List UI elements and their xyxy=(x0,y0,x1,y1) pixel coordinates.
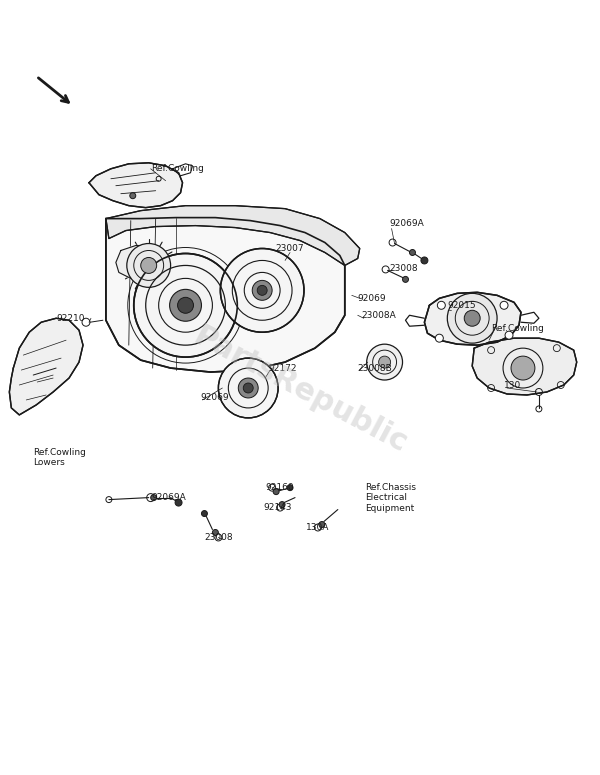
Circle shape xyxy=(511,356,535,380)
Circle shape xyxy=(279,501,285,508)
Circle shape xyxy=(379,356,391,368)
Circle shape xyxy=(127,243,170,288)
Text: 92069: 92069 xyxy=(358,294,386,303)
Polygon shape xyxy=(89,163,182,208)
Circle shape xyxy=(151,494,157,501)
Circle shape xyxy=(409,250,415,256)
Text: 92015: 92015 xyxy=(448,301,476,310)
Text: 23008: 23008 xyxy=(204,533,233,542)
Circle shape xyxy=(141,257,157,274)
Text: 23007: 23007 xyxy=(276,244,304,253)
Text: 92172: 92172 xyxy=(268,363,296,373)
Polygon shape xyxy=(472,338,577,395)
Text: Ref.Cowling
Lowers: Ref.Cowling Lowers xyxy=(33,448,86,467)
Circle shape xyxy=(170,289,202,322)
Text: 92069: 92069 xyxy=(200,394,229,402)
Text: 92210: 92210 xyxy=(56,314,85,322)
Circle shape xyxy=(367,344,403,380)
Polygon shape xyxy=(424,292,521,345)
Circle shape xyxy=(202,511,208,516)
Text: 130: 130 xyxy=(504,381,521,390)
Circle shape xyxy=(243,383,253,393)
Circle shape xyxy=(403,277,409,282)
Circle shape xyxy=(218,358,278,418)
Circle shape xyxy=(212,529,218,536)
Polygon shape xyxy=(106,205,360,266)
Circle shape xyxy=(257,285,267,295)
Text: 23008: 23008 xyxy=(389,264,418,273)
Circle shape xyxy=(220,249,304,332)
Text: PartsRepublic: PartsRepublic xyxy=(188,322,412,459)
Circle shape xyxy=(500,301,508,309)
Text: 92069A: 92069A xyxy=(151,493,186,502)
Circle shape xyxy=(319,522,325,528)
Circle shape xyxy=(287,484,293,491)
Text: Ref.Cowling: Ref.Cowling xyxy=(151,164,203,174)
Circle shape xyxy=(134,253,237,357)
Text: Ref.Chassis
Electrical
Equipment: Ref.Chassis Electrical Equipment xyxy=(365,483,416,512)
Text: 23008B: 23008B xyxy=(358,363,392,373)
Circle shape xyxy=(448,294,497,343)
Circle shape xyxy=(273,488,279,494)
Polygon shape xyxy=(116,246,163,278)
Circle shape xyxy=(451,310,456,316)
Text: 23008A: 23008A xyxy=(362,311,397,320)
Text: 92143: 92143 xyxy=(264,503,292,512)
Text: 92160: 92160 xyxy=(266,483,295,492)
Circle shape xyxy=(464,310,480,326)
Circle shape xyxy=(252,281,272,301)
Polygon shape xyxy=(106,218,345,372)
Circle shape xyxy=(505,331,513,339)
Circle shape xyxy=(130,193,136,198)
Text: 92069A: 92069A xyxy=(389,219,424,228)
Polygon shape xyxy=(10,319,83,415)
Circle shape xyxy=(178,298,193,313)
Circle shape xyxy=(437,301,445,309)
Circle shape xyxy=(175,499,182,506)
Circle shape xyxy=(421,257,428,264)
Text: 130A: 130A xyxy=(306,523,329,532)
Circle shape xyxy=(436,334,443,343)
Text: Ref.Cowling: Ref.Cowling xyxy=(491,324,544,332)
Circle shape xyxy=(238,378,258,398)
